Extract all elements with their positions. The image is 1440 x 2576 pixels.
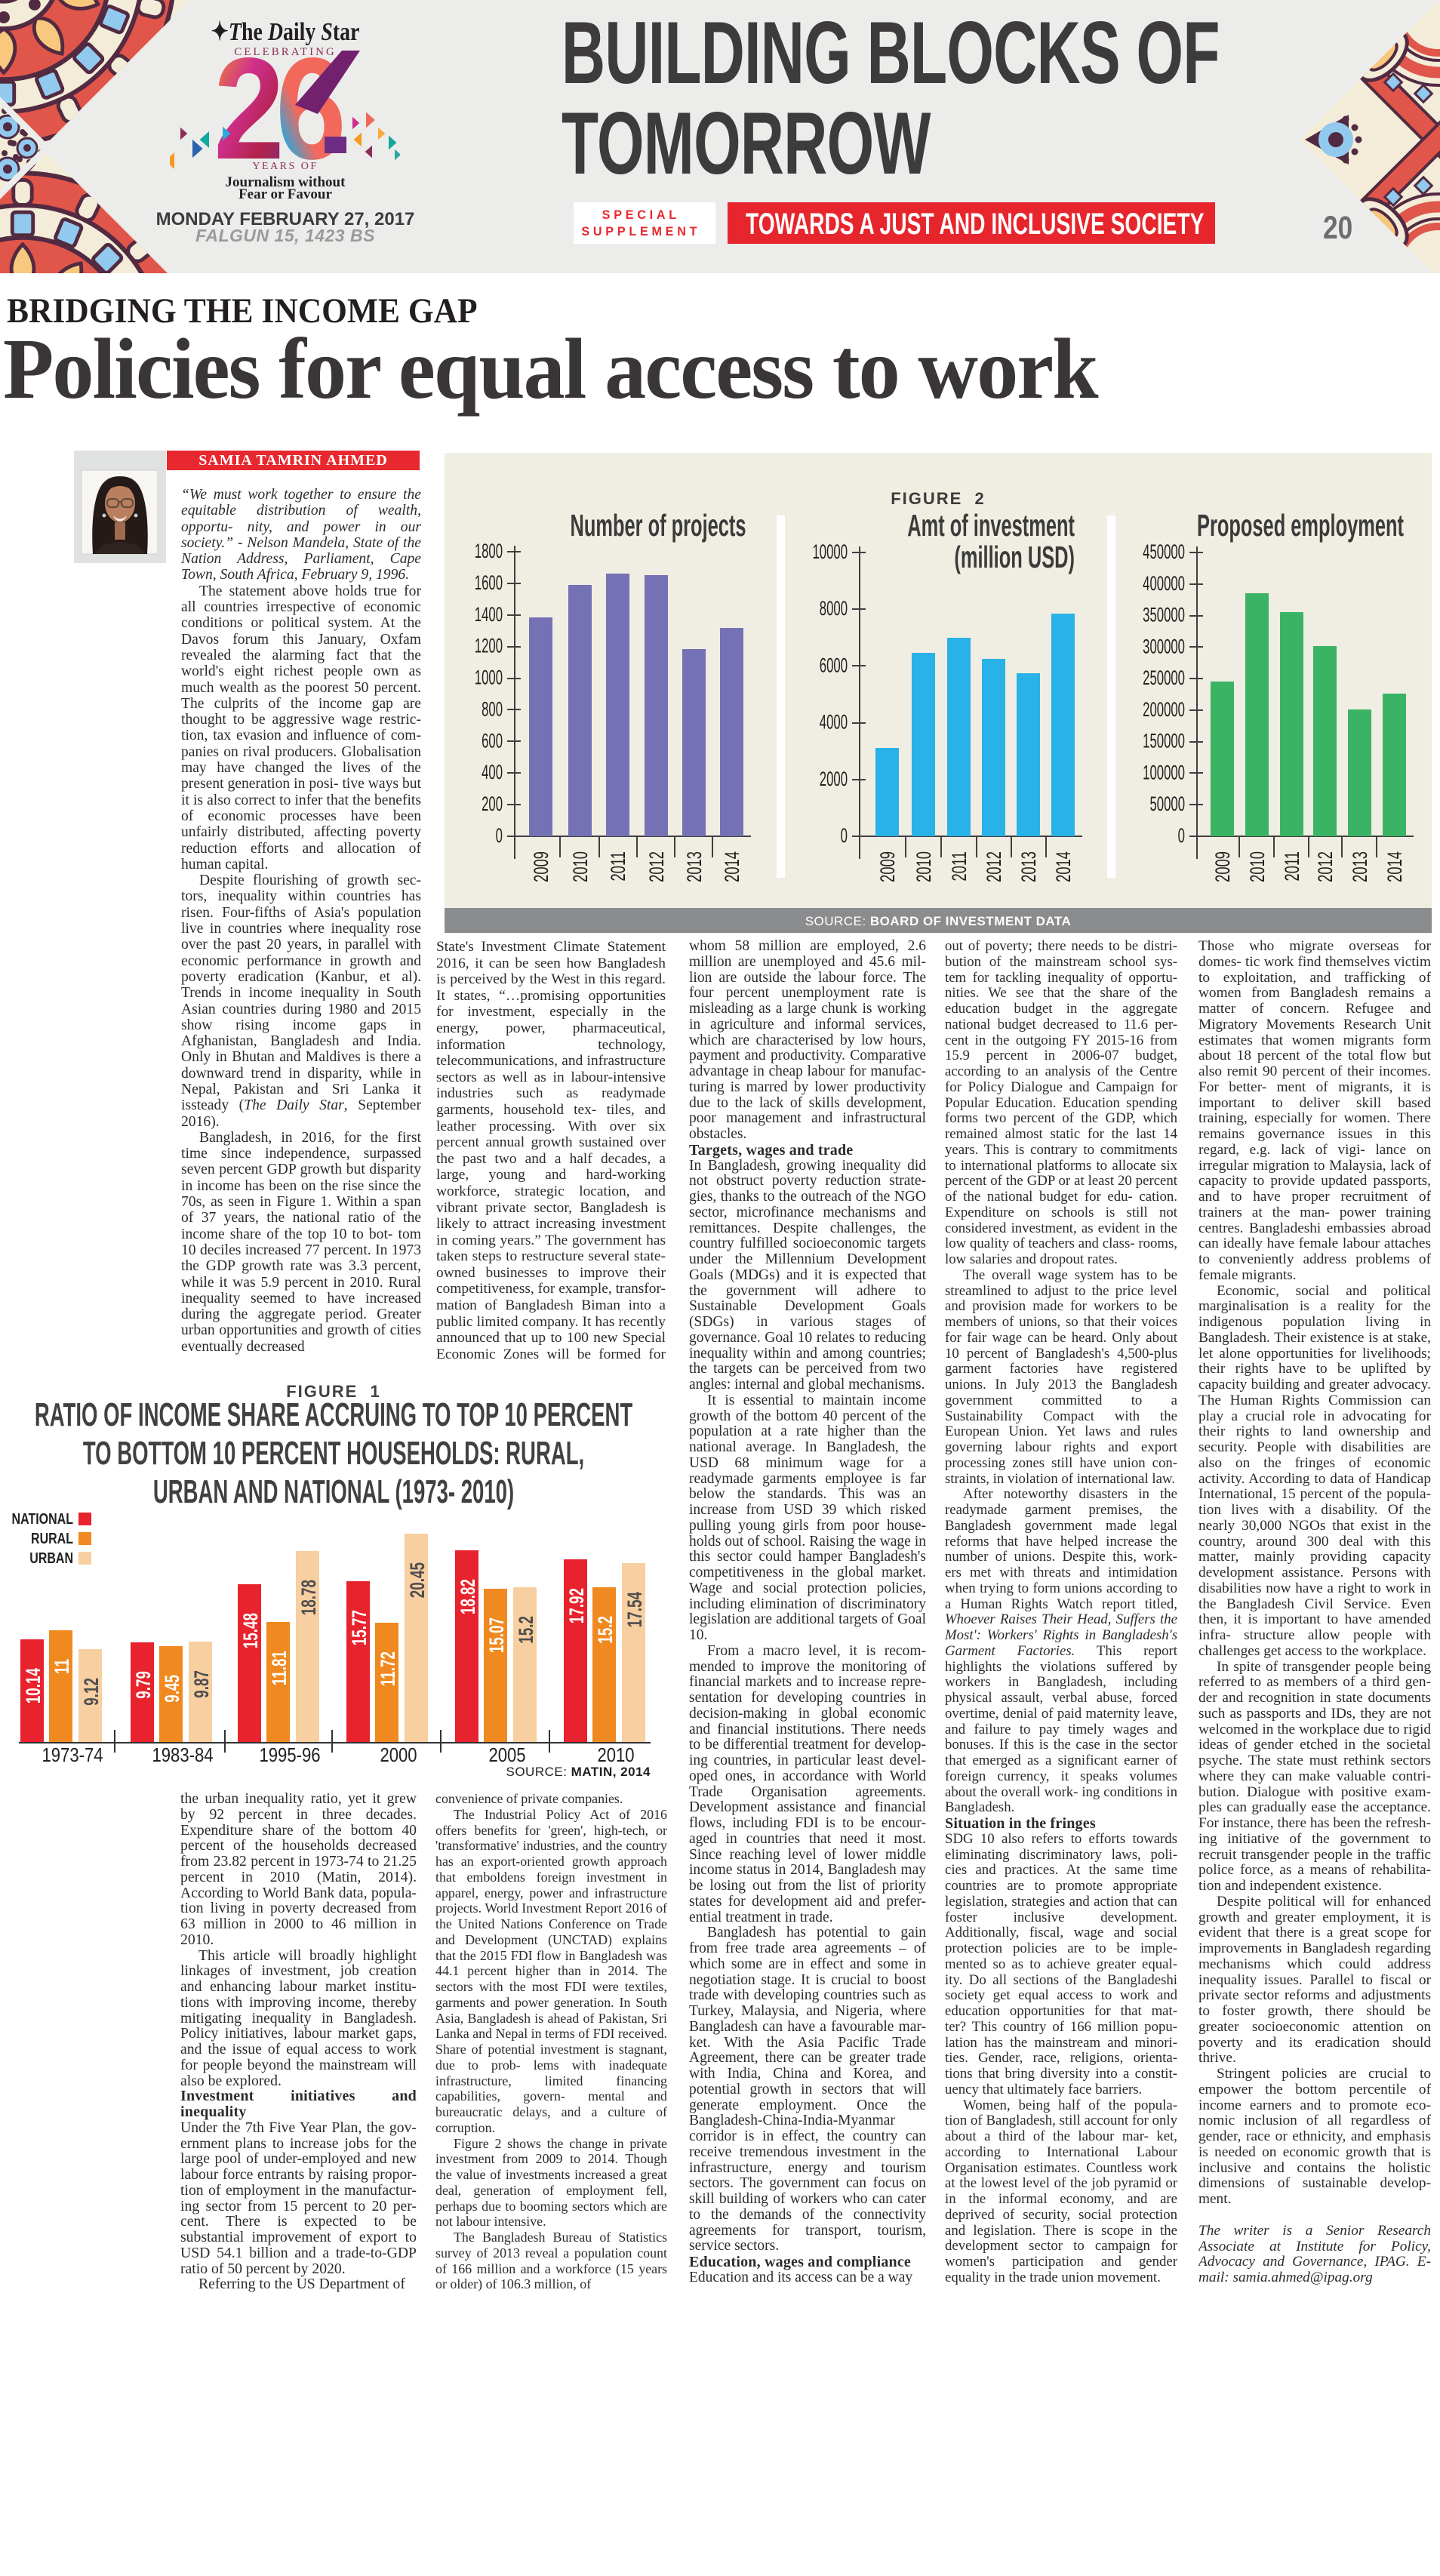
svg-text:6000: 6000 xyxy=(820,654,848,676)
svg-text:18.78: 18.78 xyxy=(297,1580,320,1615)
svg-text:8000: 8000 xyxy=(820,597,848,620)
svg-text:9.79: 9.79 xyxy=(132,1671,155,1699)
svg-text:11: 11 xyxy=(51,1659,73,1674)
svg-text:9.45: 9.45 xyxy=(161,1675,183,1703)
svg-text:17.92: 17.92 xyxy=(565,1588,588,1623)
svg-text:10000: 10000 xyxy=(812,540,848,563)
svg-text:350000: 350000 xyxy=(1143,604,1185,626)
svg-text:15.2: 15.2 xyxy=(594,1616,617,1644)
svg-text:200: 200 xyxy=(482,792,503,815)
svg-text:15.07: 15.07 xyxy=(485,1617,508,1653)
svg-text:2014: 2014 xyxy=(1383,851,1405,882)
svg-text:2000: 2000 xyxy=(820,768,848,790)
svg-text:2014: 2014 xyxy=(720,851,743,882)
svg-text:100000: 100000 xyxy=(1143,761,1185,783)
svg-text:SOURCE: MATIN, 2014: SOURCE: MATIN, 2014 xyxy=(506,1765,651,1779)
svg-text:0: 0 xyxy=(1178,824,1185,847)
svg-text:15.77: 15.77 xyxy=(348,1610,371,1645)
svg-text:(million USD): (million USD) xyxy=(954,540,1075,575)
svg-text:4000: 4000 xyxy=(820,711,848,734)
svg-text:2013: 2013 xyxy=(1017,851,1039,882)
svg-text:50000: 50000 xyxy=(1149,792,1185,815)
svg-text:2010: 2010 xyxy=(568,851,591,882)
svg-text:0: 0 xyxy=(841,824,848,847)
svg-text:URBAN AND NATIONAL (1973- 2010: URBAN AND NATIONAL (1973- 2010) xyxy=(153,1473,514,1510)
svg-text:400: 400 xyxy=(482,761,503,783)
svg-text:2013: 2013 xyxy=(1348,851,1371,882)
svg-text:2012: 2012 xyxy=(1313,851,1336,882)
svg-text:300000: 300000 xyxy=(1143,635,1185,657)
svg-text:2010: 2010 xyxy=(597,1744,634,1766)
svg-text:URBAN: URBAN xyxy=(29,1550,73,1566)
svg-text:2011: 2011 xyxy=(947,851,970,881)
svg-text:400000: 400000 xyxy=(1143,572,1185,595)
svg-text:SOURCE: BOARD OF INVESTMENT DA: SOURCE: BOARD OF INVESTMENT DATA xyxy=(805,914,1072,928)
svg-text:11.81: 11.81 xyxy=(268,1651,291,1685)
svg-text:RURAL: RURAL xyxy=(31,1530,73,1547)
svg-text:2012: 2012 xyxy=(982,851,1005,882)
svg-text:2011: 2011 xyxy=(606,851,629,881)
svg-text:2013: 2013 xyxy=(682,851,705,882)
svg-text:1600: 1600 xyxy=(475,571,503,594)
svg-text:2011: 2011 xyxy=(1280,851,1303,881)
svg-text:Proposed employment: Proposed employment xyxy=(1197,509,1404,543)
svg-text:2000: 2000 xyxy=(380,1744,417,1766)
svg-text:RATIO OF INCOME SHARE ACCRUING: RATIO OF INCOME SHARE ACCRUING TO TOP 10… xyxy=(35,1396,633,1433)
svg-text:0: 0 xyxy=(496,824,503,847)
svg-text:600: 600 xyxy=(482,729,503,752)
svg-text:2010: 2010 xyxy=(1245,851,1268,882)
svg-text:1973-74: 1973-74 xyxy=(42,1744,103,1766)
svg-text:2009: 2009 xyxy=(1211,851,1233,882)
svg-text:10.14: 10.14 xyxy=(22,1668,45,1703)
svg-text:2010: 2010 xyxy=(912,851,934,882)
svg-text:9.12: 9.12 xyxy=(80,1678,103,1706)
svg-text:1800: 1800 xyxy=(475,540,503,562)
svg-text:1400: 1400 xyxy=(475,603,503,626)
svg-text:20.45: 20.45 xyxy=(406,1562,429,1598)
svg-text:1000: 1000 xyxy=(475,666,503,689)
svg-text:1995-96: 1995-96 xyxy=(259,1744,320,1766)
svg-text:TO BOTTOM 10 PERCENT HOUSEHOLD: TO BOTTOM 10 PERCENT HOUSEHOLDS: RURAL, xyxy=(83,1434,584,1471)
svg-text:15.2: 15.2 xyxy=(515,1616,537,1644)
svg-text:1200: 1200 xyxy=(475,635,503,657)
svg-text:NATIONAL: NATIONAL xyxy=(12,1510,73,1527)
svg-text:18.82: 18.82 xyxy=(457,1579,479,1614)
svg-text:800: 800 xyxy=(482,697,503,720)
svg-text:2: 2 xyxy=(214,49,285,170)
svg-text:11.72: 11.72 xyxy=(377,1651,399,1686)
svg-text:Number of projects: Number of projects xyxy=(570,509,746,543)
svg-text:Amt of investment: Amt of investment xyxy=(907,509,1075,543)
svg-text:2009: 2009 xyxy=(875,851,898,882)
svg-text:17.54: 17.54 xyxy=(623,1592,646,1627)
svg-text:2014: 2014 xyxy=(1051,851,1074,882)
svg-text:450000: 450000 xyxy=(1143,540,1185,563)
svg-text:FIGURE 2: FIGURE 2 xyxy=(891,489,986,508)
svg-text:200000: 200000 xyxy=(1143,698,1185,721)
svg-text:1983-84: 1983-84 xyxy=(152,1744,213,1766)
svg-text:15.48: 15.48 xyxy=(239,1613,262,1648)
svg-text:150000: 150000 xyxy=(1143,730,1185,752)
svg-text:2009: 2009 xyxy=(529,851,552,882)
svg-text:250000: 250000 xyxy=(1143,666,1185,689)
svg-text:9.87: 9.87 xyxy=(190,1670,213,1698)
svg-text:2012: 2012 xyxy=(645,851,667,882)
svg-text:FIGURE 1: FIGURE 1 xyxy=(286,1382,381,1401)
svg-text:2005: 2005 xyxy=(488,1744,525,1766)
